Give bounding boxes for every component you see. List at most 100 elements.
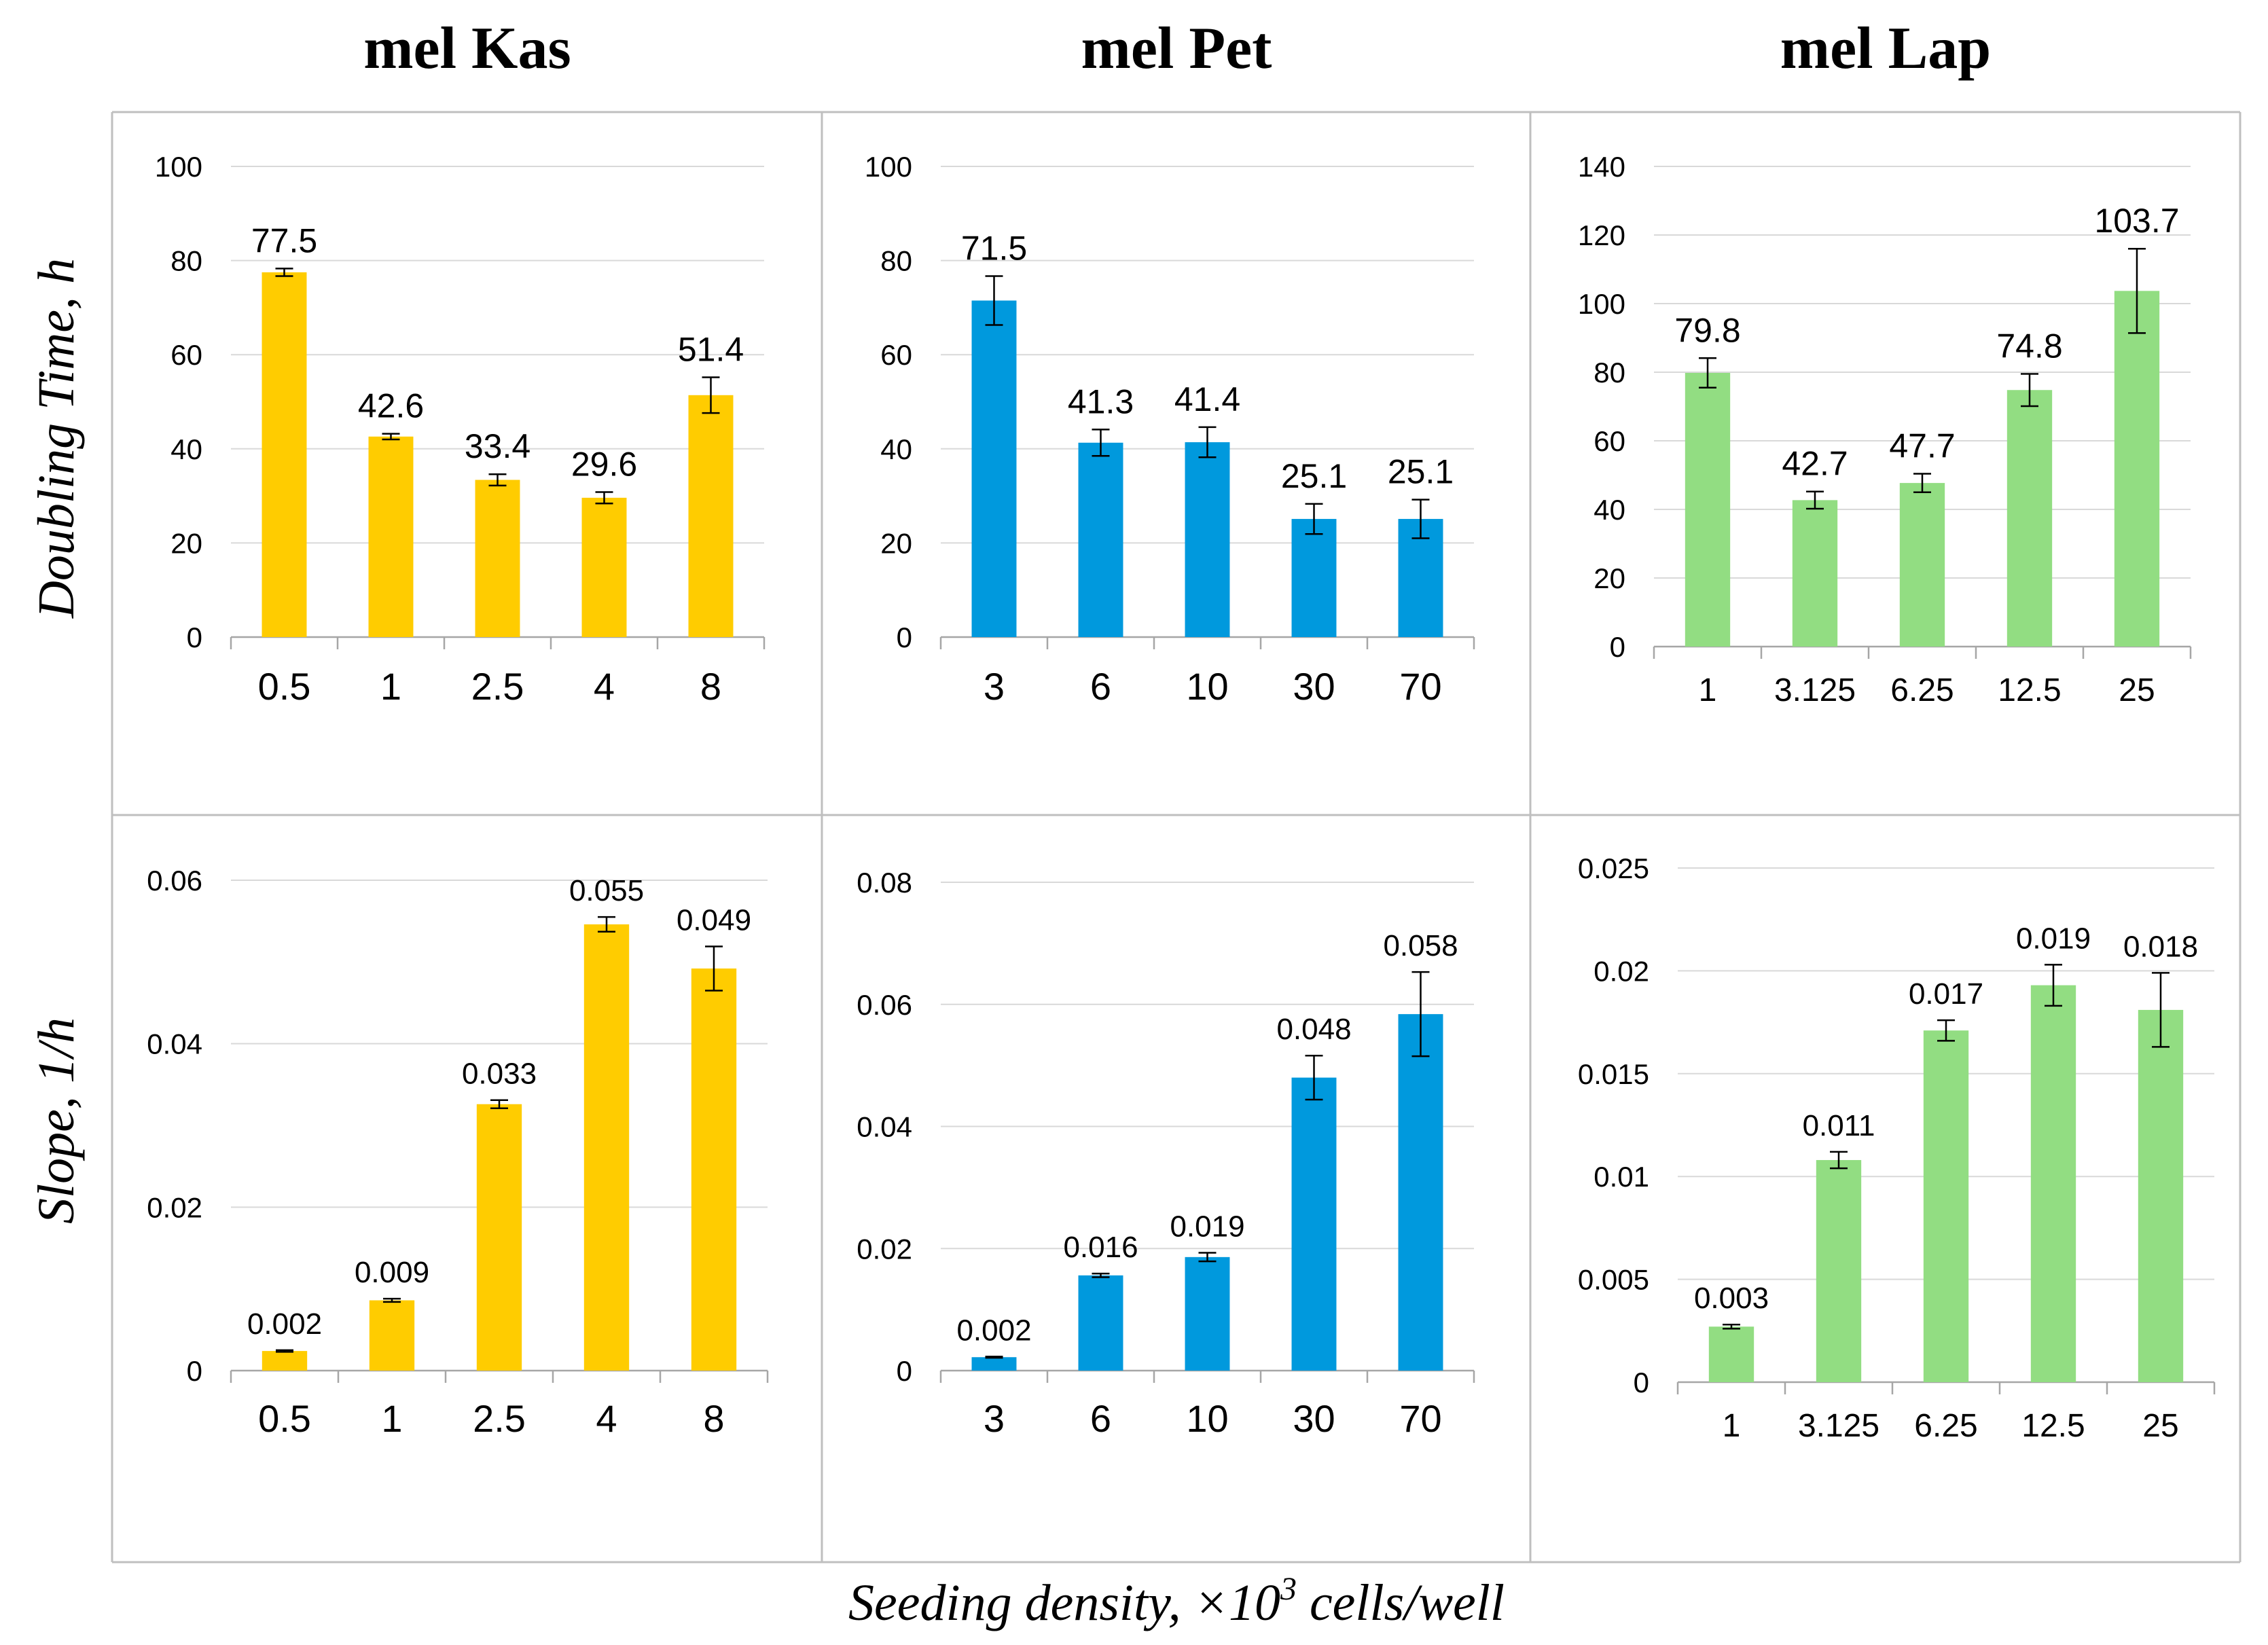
data-label: 71.5 (961, 229, 1027, 267)
data-label: 0.019 (1170, 1210, 1244, 1244)
x-tick-label: 70 (1399, 665, 1441, 708)
bar (475, 480, 520, 637)
y-tick-label: 60 (170, 339, 202, 371)
y-tick-label: 100 (865, 151, 912, 183)
x-tick-label: 6.25 (1890, 672, 1954, 708)
data-label: 0.002 (956, 1314, 1031, 1347)
x-tick-label: 3 (984, 1397, 1005, 1440)
x-axis-title-tail: cells/well (1297, 1574, 1505, 1631)
y-tick-label: 20 (880, 527, 912, 559)
bar (1185, 1257, 1230, 1371)
y-tick-label: 20 (1594, 562, 1625, 594)
y-tick-label: 0.015 (1578, 1058, 1649, 1090)
x-tick-label: 1 (380, 665, 401, 708)
x-tick-label: 6.25 (1914, 1408, 1977, 1444)
y-tick-label: 0.02 (1594, 955, 1649, 987)
data-label: 0.033 (462, 1058, 537, 1091)
y-tick-label: 0.04 (857, 1111, 912, 1143)
y-tick-label: 0.02 (147, 1191, 202, 1223)
bar (583, 924, 630, 1371)
x-tick-label: 3 (984, 665, 1005, 708)
y-tick-label: 40 (170, 433, 202, 465)
bar (2114, 291, 2160, 647)
data-label: 0.055 (569, 874, 644, 907)
bar (1185, 442, 1230, 637)
x-tick-label: 1 (381, 1397, 402, 1440)
data-label: 51.4 (678, 330, 744, 368)
bar (476, 1104, 522, 1371)
bar (369, 1300, 415, 1371)
row-title-doubling-time: Doubling Time, h (28, 258, 85, 619)
data-label: 0.018 (2123, 930, 2198, 963)
x-tick-label: 8 (700, 665, 721, 708)
y-tick-label: 0.01 (1594, 1161, 1649, 1193)
panel-frame (111, 111, 2242, 1563)
x-tick-label: 12.5 (1998, 672, 2061, 708)
bar (2030, 985, 2076, 1382)
bar (971, 300, 1017, 637)
y-tick-label: 0.005 (1578, 1264, 1649, 1296)
y-tick-label: 100 (155, 151, 202, 183)
row-title-slope: Slope, 1/h (28, 1017, 85, 1224)
x-tick-label: 4 (596, 1397, 617, 1440)
bar (1291, 519, 1337, 637)
data-label: 77.5 (251, 221, 317, 259)
y-tick-label: 0.025 (1578, 852, 1649, 884)
bar (262, 1351, 308, 1371)
data-label: 25.1 (1281, 457, 1347, 495)
x-tick-label: 0.5 (258, 665, 311, 708)
bar (2138, 1009, 2184, 1382)
bar (971, 1357, 1017, 1371)
data-label: 103.7 (2094, 202, 2179, 240)
x-tick-label: 10 (1186, 665, 1228, 708)
bar (1291, 1077, 1337, 1371)
data-label: 41.4 (1174, 380, 1240, 418)
y-tick-label: 0 (897, 621, 912, 653)
data-label: 79.8 (1674, 311, 1740, 349)
x-tick-label: 25 (2142, 1408, 2178, 1444)
data-label: 42.6 (358, 387, 424, 425)
bar (1078, 1275, 1123, 1371)
y-tick-label: 40 (1594, 494, 1625, 526)
bar (2006, 390, 2053, 647)
x-tick-label: 25 (2119, 672, 2155, 708)
y-tick-label: 0 (1634, 1367, 1649, 1398)
y-tick-label: 0.02 (857, 1233, 912, 1265)
y-tick-label: 80 (880, 245, 912, 277)
bar (368, 436, 414, 637)
y-tick-label: 20 (170, 527, 202, 559)
x-tick-label: 0.5 (258, 1397, 311, 1440)
data-label: 0.048 (1276, 1013, 1351, 1046)
x-tick-label: 2.5 (471, 665, 524, 708)
data-label: 25.1 (1388, 453, 1454, 491)
chart-kas-doubling-time: 0 20 40 60 80 100 77.5 0.5 42.6 1 33.4 2.5 29.6 4 51.4… (155, 151, 766, 708)
x-tick-label: 10 (1186, 1397, 1228, 1440)
data-label: 42.7 (1782, 445, 1848, 483)
chart-pet-doubling-time: 0 20 40 60 80 100 71.5 3 41.3 6 41.4 10 25.1 30 25.1 70 (865, 151, 1475, 708)
data-label: 0.002 (247, 1307, 322, 1341)
data-label: 0.017 (1909, 977, 1983, 1011)
bar (262, 272, 307, 637)
chart-kas-slope: 0 0.02 0.04 0.06 0.002 0.5 0.009 1 0.033 2.5 0.055… (147, 865, 769, 1440)
data-label: 0.011 (1803, 1109, 1875, 1142)
bar (1078, 442, 1123, 637)
column-title-pet: mel Pet (1081, 16, 1272, 82)
data-label: 47.7 (1889, 427, 1955, 465)
data-label: 0.009 (355, 1256, 429, 1289)
x-tick-label: 12.5 (2021, 1408, 2085, 1444)
bar (1398, 1014, 1443, 1371)
data-label: 33.4 (465, 427, 530, 465)
x-axis-title-superscript: 3 (1280, 1571, 1297, 1607)
x-tick-label: 6 (1090, 665, 1111, 708)
bar (1899, 483, 1945, 647)
x-tick-label: 8 (703, 1397, 724, 1440)
y-tick-label: 60 (880, 339, 912, 371)
y-tick-label: 60 (1594, 425, 1625, 457)
data-label: 74.8 (1996, 327, 2062, 365)
data-label: 0.019 (2016, 922, 2091, 955)
bar (581, 497, 627, 637)
column-title-lap: mel Lap (1780, 16, 1991, 82)
chart-pet-slope: 0 0.02 0.04 0.06 0.08 0.002 3 0.016 6 0.019 10 0.04… (857, 867, 1475, 1440)
data-label: 0.058 (1383, 929, 1458, 962)
